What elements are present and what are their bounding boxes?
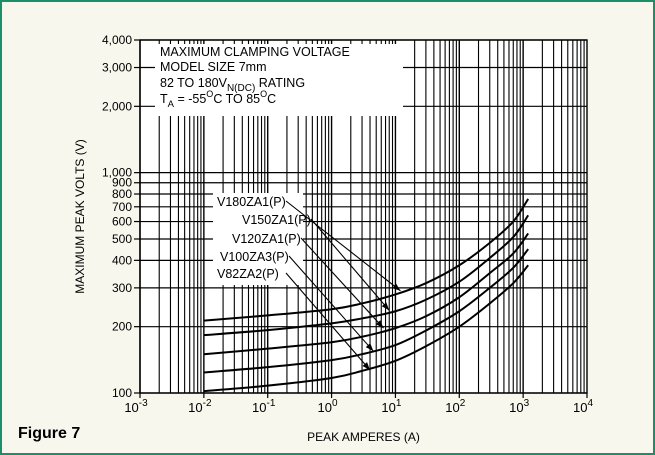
series-leader-arrowhead bbox=[365, 343, 374, 352]
y-tick-label: 500 bbox=[112, 232, 132, 246]
x-tick-label: 10-1 bbox=[252, 398, 276, 415]
y-tick-label: 700 bbox=[112, 200, 132, 214]
y-tick-label: 900 bbox=[112, 176, 132, 190]
series-leader-line bbox=[288, 255, 374, 352]
x-tick-label: 100 bbox=[318, 398, 338, 415]
y-tick-label: 200 bbox=[112, 320, 132, 334]
series-label: V100ZA3(P) bbox=[220, 250, 289, 264]
info-line: MODEL SIZE 7mm bbox=[160, 60, 267, 74]
series-leader-arrowhead bbox=[392, 283, 401, 291]
series-line-v82za2p bbox=[203, 264, 529, 393]
info-line: MAXIMUM CLAMPING VOLTAGE bbox=[160, 45, 350, 59]
figure-label: Figure 7 bbox=[18, 425, 81, 442]
series-leader-line bbox=[285, 200, 401, 292]
x-tick-label: 104 bbox=[573, 398, 593, 415]
y-tick-label: 1,000 bbox=[102, 166, 132, 180]
x-tick-label: 10-2 bbox=[188, 398, 212, 415]
series-leader-arrowhead bbox=[381, 302, 390, 311]
x-axis-label: PEAK AMPERES (A) bbox=[307, 430, 420, 444]
series-label: V82ZA2(P) bbox=[217, 267, 279, 281]
series-line-v100za3p bbox=[203, 248, 529, 374]
series-line-v180za1p bbox=[203, 198, 530, 322]
x-tick-label: 10-3 bbox=[124, 398, 148, 415]
info-line: 82 TO 180VN(DC) RATING bbox=[160, 76, 305, 94]
y-tick-label: 400 bbox=[112, 253, 132, 267]
series-label-box bbox=[213, 193, 303, 285]
plot-border bbox=[139, 39, 588, 394]
series-leader-line bbox=[310, 218, 390, 311]
y-tick-label: 300 bbox=[112, 281, 132, 295]
y-axis-label: MAXIMUM PEAK VOLTS (V) bbox=[73, 139, 87, 293]
x-tick-label: 102 bbox=[445, 398, 465, 415]
y-tick-label: 600 bbox=[112, 215, 132, 229]
y-tick-label: 4,000 bbox=[102, 33, 132, 47]
info-box bbox=[155, 44, 403, 116]
x-tick-label: 103 bbox=[509, 398, 529, 415]
y-tick-label: 100 bbox=[112, 386, 132, 400]
y-tick-label: 3,000 bbox=[102, 61, 132, 75]
series-label: V180ZA1(P) bbox=[217, 195, 286, 209]
series-label: V150ZA1(P) bbox=[242, 213, 311, 227]
x-tick-label: 101 bbox=[381, 398, 401, 415]
series-line-v120za1p bbox=[203, 232, 530, 356]
series-label: V120ZA1(P) bbox=[232, 232, 301, 246]
y-tick-label: 800 bbox=[112, 187, 132, 201]
series-leader-arrowhead bbox=[362, 362, 371, 371]
series-line-v150za1p bbox=[203, 214, 530, 337]
series-leader-line bbox=[300, 237, 384, 329]
series-group bbox=[203, 198, 530, 393]
y-tick-label: 2,000 bbox=[102, 99, 132, 113]
series-leader-line bbox=[285, 272, 371, 371]
series-leader-arrowhead bbox=[375, 320, 384, 329]
info-line: TA = -55OC TO 85OC bbox=[160, 89, 276, 110]
